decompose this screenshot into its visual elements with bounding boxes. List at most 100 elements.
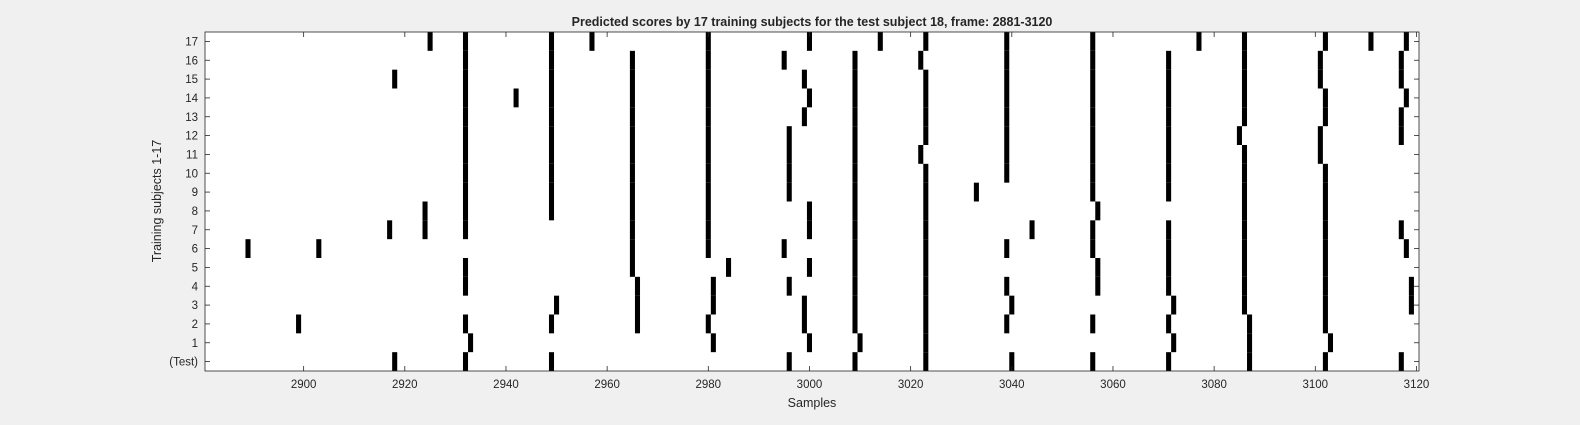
- score-mark: [801, 295, 807, 315]
- score-mark: [806, 333, 812, 353]
- score-mark: [1322, 258, 1328, 277]
- score-mark: [1004, 126, 1010, 145]
- score-mark: [629, 126, 635, 145]
- score-mark: [1241, 182, 1248, 202]
- score-mark: [852, 145, 858, 164]
- score-mark: [1241, 50, 1248, 70]
- y-tick-label: 17: [185, 36, 198, 48]
- score-mark: [387, 220, 393, 240]
- score-mark: [1247, 314, 1253, 334]
- score-mark: [1166, 239, 1172, 258]
- score-mark: [1403, 88, 1409, 108]
- score-mark: [923, 126, 929, 145]
- y-tick-label: 9: [192, 187, 198, 199]
- score-mark: [852, 314, 858, 334]
- score-mark: [1004, 276, 1010, 296]
- score-mark: [462, 276, 469, 296]
- score-mark: [1322, 201, 1328, 221]
- score-mark: [852, 220, 858, 240]
- score-mark: [1090, 163, 1096, 183]
- score-mark: [1241, 32, 1248, 51]
- score-mark: [705, 145, 711, 164]
- score-mark: [1398, 50, 1404, 70]
- score-mark: [462, 145, 469, 164]
- score-mark: [1004, 50, 1010, 70]
- score-mark: [877, 32, 883, 51]
- score-mark: [705, 126, 711, 145]
- score-mark: [548, 126, 555, 145]
- score-mark: [1166, 88, 1172, 108]
- score-mark: [462, 352, 469, 371]
- score-mark: [554, 295, 560, 315]
- score-mark: [1398, 352, 1404, 371]
- score-mark: [634, 314, 641, 334]
- score-mark: [1090, 32, 1096, 51]
- score-mark: [634, 276, 641, 296]
- score-mark: [629, 258, 635, 277]
- score-mark: [1322, 295, 1328, 315]
- score-mark: [806, 258, 812, 277]
- score-mark: [973, 182, 979, 202]
- score-mark: [1004, 107, 1010, 127]
- score-mark: [923, 352, 929, 371]
- score-mark: [1166, 220, 1172, 240]
- score-mark: [923, 163, 929, 183]
- score-mark: [923, 314, 929, 334]
- score-mark: [786, 163, 792, 183]
- score-mark: [1009, 352, 1015, 371]
- score-mark: [705, 107, 711, 127]
- score-mark: [1090, 220, 1096, 240]
- score-mark: [1004, 69, 1010, 89]
- score-mark: [427, 32, 433, 51]
- x-tick-label: 3060: [1100, 379, 1126, 391]
- x-tick-label: 2940: [493, 379, 519, 391]
- score-mark: [629, 145, 635, 164]
- score-mark: [548, 32, 555, 51]
- score-mark: [462, 220, 469, 240]
- score-mark: [923, 107, 929, 127]
- score-mark: [548, 201, 555, 221]
- score-mark: [1403, 32, 1409, 51]
- y-tick-label: 15: [185, 74, 198, 86]
- score-mark: [1241, 295, 1248, 315]
- score-mark: [1166, 126, 1172, 145]
- score-mark: [1322, 220, 1328, 240]
- y-tick-label: (Test): [169, 357, 198, 369]
- plot-frame: [204, 31, 1420, 372]
- y-tick-label: 5: [192, 262, 198, 274]
- score-mark: [1398, 107, 1404, 127]
- score-mark: [629, 163, 635, 183]
- score-mark: [801, 69, 807, 89]
- score-mark: [392, 352, 398, 371]
- score-mark: [462, 88, 469, 108]
- score-mark: [1095, 201, 1101, 221]
- score-mark: [1166, 352, 1172, 371]
- score-mark: [1241, 258, 1248, 277]
- score-mark: [1166, 69, 1172, 89]
- score-mark: [1171, 295, 1177, 315]
- score-mark: [462, 314, 469, 334]
- score-mark: [852, 201, 858, 221]
- score-mark: [1166, 314, 1172, 334]
- score-mark: [629, 182, 635, 202]
- score-mark: [548, 145, 555, 164]
- x-tick-label: 3100: [1303, 379, 1329, 391]
- score-mark: [462, 201, 469, 221]
- score-mark: [806, 220, 812, 240]
- x-tick-label: 3040: [999, 379, 1025, 391]
- x-tick-label: 2900: [291, 379, 317, 391]
- score-mark: [462, 126, 469, 145]
- score-mark: [852, 239, 858, 258]
- score-mark: [1004, 163, 1010, 183]
- score-mark: [1166, 50, 1172, 70]
- y-tick-label: 8: [192, 206, 198, 218]
- score-mark: [296, 314, 302, 334]
- score-mark: [705, 32, 711, 51]
- score-mark: [548, 163, 555, 183]
- score-mark: [1403, 239, 1409, 258]
- score-mark: [806, 201, 812, 221]
- score-mark: [1166, 107, 1172, 127]
- score-mark: [1368, 32, 1374, 51]
